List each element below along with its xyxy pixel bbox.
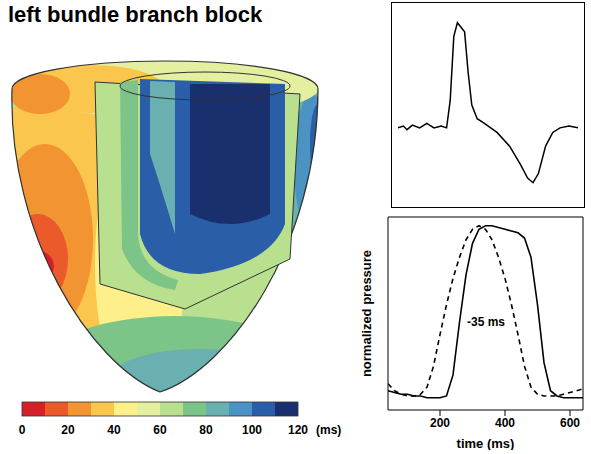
svg-text:20: 20 [61,423,75,437]
svg-text:400: 400 [495,416,515,430]
svg-text:80: 80 [199,423,213,437]
svg-text:time (ms): time (ms) [457,436,515,450]
svg-text:normalized pressure: normalized pressure [359,250,374,377]
html-text:left bundle branch block: left bundle branch block [8,2,263,27]
html-text:-35 ms: -35 ms [467,315,505,329]
svg-text:200: 200 [430,416,450,430]
svg-text:120: 120 [288,423,308,437]
svg-text:60: 60 [153,423,167,437]
svg-text:40: 40 [107,423,121,437]
svg-text:0: 0 [19,423,26,437]
svg-text:600: 600 [560,416,580,430]
svg-text:(ms): (ms) [316,423,341,437]
svg-text:100: 100 [242,423,262,437]
